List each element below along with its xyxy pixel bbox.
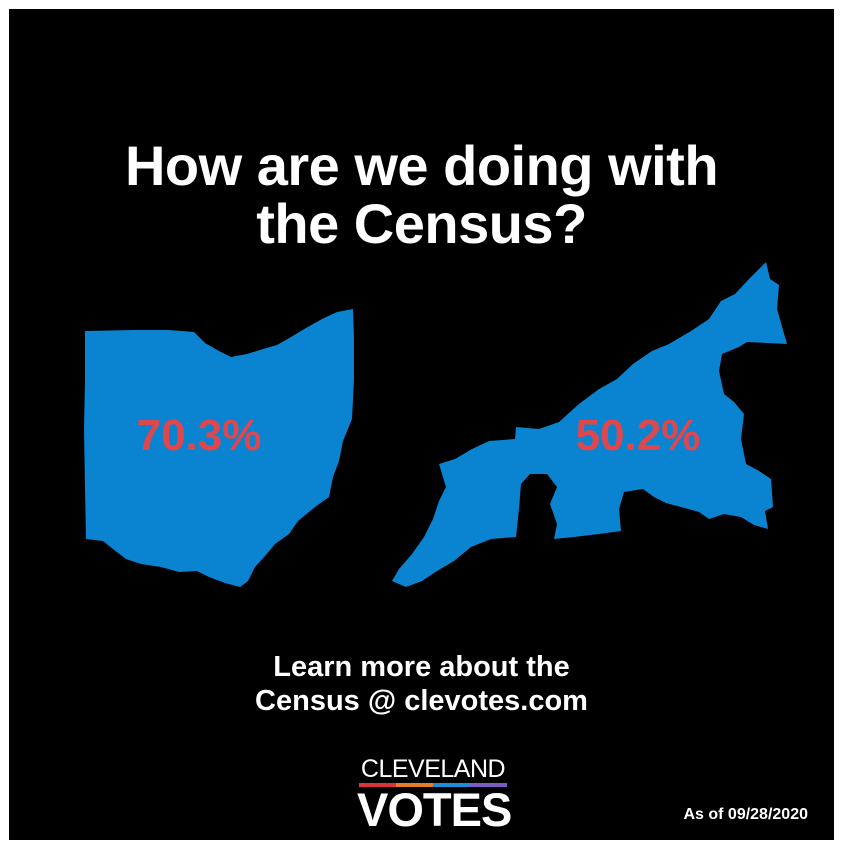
cleveland-votes-logo: CLEVELAND VOTES <box>357 755 512 836</box>
ohio-map-shape <box>84 309 354 587</box>
logo-bar-segment <box>470 783 507 787</box>
census-graphic: How are we doing with the Census? 70.3% … <box>9 9 834 840</box>
learn-more-text: Learn more about the Census @ clevotes.c… <box>9 650 834 718</box>
headline-line-2: the Census? <box>256 192 587 255</box>
learn-more-line-1: Learn more about the <box>273 651 570 683</box>
logo-color-bar <box>359 783 507 787</box>
map-graphics: 70.3% 50.2% <box>84 262 787 587</box>
logo-text-top: CLEVELAND <box>360 755 506 783</box>
cleveland-percentage: 50.2% <box>576 411 701 460</box>
headline: How are we doing with the Census? <box>9 137 834 253</box>
logo-text-bottom: VOTES <box>357 783 512 836</box>
as-of-date: As of 09/28/2020 <box>683 806 808 823</box>
learn-more-line-2: Census @ clevotes.com <box>255 685 588 717</box>
logo-bar-segment <box>396 783 433 787</box>
logo-bar-segment <box>359 783 396 787</box>
ohio-percentage: 70.3% <box>137 411 262 460</box>
headline-line-1: How are we doing with <box>124 134 719 197</box>
cuyahoga-map-shape <box>392 262 787 587</box>
logo-bar-segment <box>433 783 470 787</box>
